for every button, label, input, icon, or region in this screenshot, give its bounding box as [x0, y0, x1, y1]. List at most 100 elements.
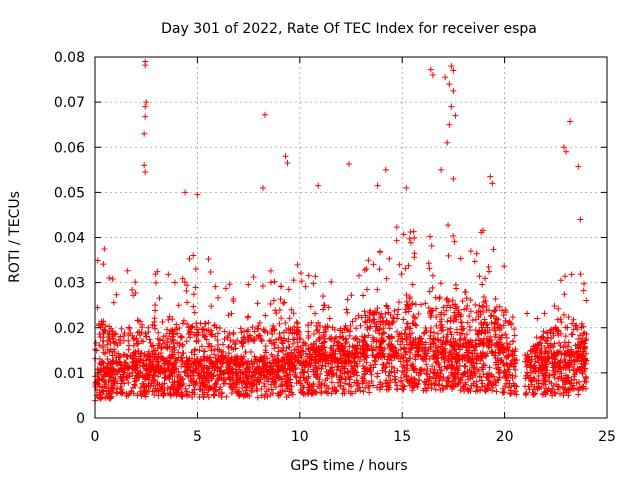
- data-point: [325, 304, 332, 311]
- data-point: [421, 356, 428, 363]
- data-point: [268, 279, 275, 286]
- data-point: [471, 258, 478, 265]
- data-point: [313, 327, 320, 334]
- data-point: [508, 382, 515, 389]
- data-point: [94, 257, 101, 264]
- data-point: [489, 381, 496, 388]
- data-point: [110, 299, 117, 306]
- data-point: [174, 388, 181, 395]
- data-point: [579, 335, 586, 342]
- data-point: [462, 363, 469, 370]
- data-point: [245, 313, 252, 320]
- data-point: [412, 365, 419, 372]
- data-point: [447, 304, 454, 311]
- data-point: [183, 287, 190, 294]
- data-point: [503, 340, 510, 347]
- data-point: [380, 365, 387, 372]
- data-point: [440, 374, 447, 381]
- data-point: [551, 355, 558, 362]
- data-point: [437, 387, 444, 394]
- data-point: [446, 121, 453, 128]
- data-point: [429, 72, 436, 79]
- data-point: [285, 286, 292, 293]
- data-point: [320, 302, 327, 309]
- data-point: [491, 320, 498, 327]
- data-point: [496, 374, 503, 381]
- data-point: [156, 295, 163, 302]
- data-point: [444, 295, 451, 302]
- data-point: [101, 246, 108, 253]
- data-point: [575, 354, 582, 361]
- data-point: [142, 62, 149, 69]
- data-point: [453, 316, 460, 323]
- data-point: [288, 366, 295, 373]
- data-point: [165, 335, 172, 342]
- data-point: [150, 342, 157, 349]
- data-point: [317, 334, 324, 341]
- data-point: [395, 333, 402, 340]
- data-point: [228, 390, 235, 397]
- data-point: [277, 296, 284, 303]
- data-point: [466, 347, 473, 354]
- data-point: [496, 336, 503, 343]
- data-point: [183, 338, 190, 345]
- data-point: [565, 314, 572, 321]
- data-point: [322, 356, 329, 363]
- data-point: [476, 373, 483, 380]
- data-point: [179, 334, 186, 341]
- data-point: [416, 334, 423, 341]
- data-point: [322, 328, 329, 335]
- data-point: [461, 370, 468, 377]
- data-point: [187, 372, 194, 379]
- data-point: [253, 386, 260, 393]
- data-point: [429, 272, 436, 279]
- data-point: [177, 334, 184, 341]
- data-point: [557, 315, 564, 322]
- data-point: [98, 394, 105, 401]
- data-point: [245, 327, 252, 334]
- data-point: [561, 356, 568, 363]
- data-point: [239, 340, 246, 347]
- data-point: [479, 349, 486, 356]
- data-point: [302, 283, 309, 290]
- data-point: [457, 255, 464, 262]
- data-point: [393, 328, 400, 335]
- data-point: [479, 227, 486, 234]
- data-point: [360, 378, 367, 385]
- data-point: [182, 189, 189, 196]
- data-point: [483, 322, 490, 329]
- data-point: [175, 302, 182, 309]
- data-point: [472, 316, 479, 323]
- data-point: [312, 348, 319, 355]
- data-point: [275, 344, 282, 351]
- data-point: [402, 265, 409, 272]
- data-point: [365, 380, 372, 387]
- data-point: [466, 312, 473, 319]
- data-point: [582, 375, 589, 382]
- data-point: [535, 341, 542, 348]
- data-point: [162, 357, 169, 364]
- data-point: [352, 343, 359, 350]
- data-point: [150, 369, 157, 376]
- data-point: [285, 359, 292, 366]
- data-point: [333, 334, 340, 341]
- data-point: [394, 311, 401, 318]
- data-point: [566, 352, 573, 359]
- data-point: [159, 390, 166, 397]
- data-point: [434, 344, 441, 351]
- data-point: [263, 388, 270, 395]
- data-point: [560, 344, 567, 351]
- data-point: [548, 335, 555, 342]
- data-point: [499, 332, 506, 339]
- data-point: [229, 384, 236, 391]
- data-point: [476, 302, 483, 309]
- data-point: [129, 384, 136, 391]
- data-point: [231, 357, 238, 364]
- data-point: [565, 347, 572, 354]
- data-point: [402, 309, 409, 316]
- data-point: [539, 357, 546, 364]
- data-point: [400, 316, 407, 323]
- data-point: [506, 341, 513, 348]
- data-point: [577, 351, 584, 358]
